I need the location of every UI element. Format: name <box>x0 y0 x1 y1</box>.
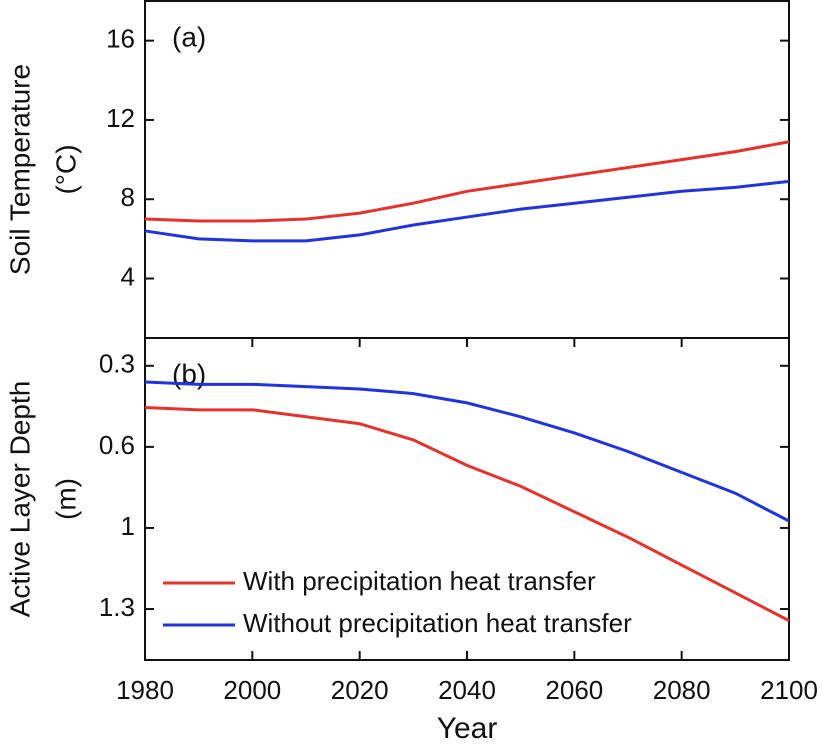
y-axis-label: (°C) <box>50 144 81 194</box>
x-tick-label: 2020 <box>331 675 389 705</box>
y-tick-label: 4 <box>121 261 135 291</box>
y-tick-label: 12 <box>106 103 135 133</box>
y-tick-label: 8 <box>121 182 135 212</box>
x-tick-label: 2100 <box>760 675 818 705</box>
x-tick-label: 2040 <box>438 675 496 705</box>
y-tick-label: 0.3 <box>99 349 135 379</box>
x-tick-label: 2080 <box>653 675 711 705</box>
x-tick-label: 2060 <box>545 675 603 705</box>
y-axis-label: Active Layer Depth <box>4 381 35 618</box>
y-tick-label: 1.3 <box>99 592 135 622</box>
y-tick-label: 1 <box>121 511 135 541</box>
panel-label: (a) <box>172 21 206 52</box>
y-tick-label: 16 <box>106 24 135 54</box>
data-line <box>144 380 790 523</box>
y-tick-label: 0.6 <box>99 430 135 460</box>
x-tick-label: 1980 <box>116 675 174 705</box>
data-line <box>144 140 790 223</box>
data-line <box>144 179 790 243</box>
x-axis-label: Year <box>437 712 498 744</box>
data-line <box>144 405 790 622</box>
y-axis-label: (m) <box>50 478 81 520</box>
legend-label: Without precipitation heat transfer <box>243 608 632 638</box>
legend-label: With precipitation heat transfer <box>243 566 596 596</box>
plot-frame <box>144 0 790 339</box>
y-axis-label: Soil Temperature <box>4 64 35 275</box>
x-tick-label: 2000 <box>223 675 281 705</box>
